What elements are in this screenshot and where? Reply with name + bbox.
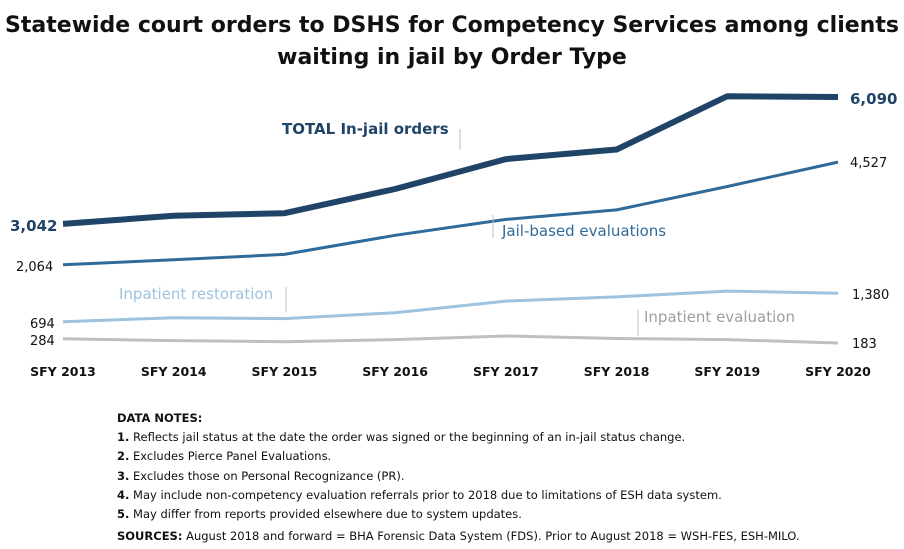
data-label-first: 694	[30, 317, 55, 332]
data-note-text: May include non-competency evaluation re…	[129, 487, 722, 502]
sources-label: SOURCES:	[117, 529, 183, 544]
data-note-2: 2. Excludes Pierce Panel Evaluations.	[117, 447, 800, 466]
data-note-number: 4.	[117, 487, 130, 502]
series-line-4	[62, 334, 839, 345]
series-name-label: Jail-based evaluations	[501, 222, 666, 240]
data-note-text: Excludes Pierce Panel Evaluations.	[129, 449, 332, 464]
series-line-2	[62, 160, 839, 267]
line-chart: TOTAL In-jail orders 3,042 6,090 Jail-based…	[10, 90, 897, 379]
chart-title-line-1: Statewide court orders to DSHS for Compe…	[5, 13, 899, 38]
data-label-last: 183	[852, 337, 877, 352]
series-name-label: TOTAL In-jail orders	[282, 120, 449, 138]
x-tick-label: SFY 2016	[362, 364, 428, 379]
data-note-number: 2.	[117, 449, 130, 464]
series-line-3	[62, 289, 839, 324]
x-tick-label: SFY 2015	[252, 364, 318, 379]
data-label-last: 4,527	[850, 156, 887, 171]
data-note-3: 3. Excludes those on Personal Recognizan…	[117, 467, 800, 486]
sources-line: SOURCES: August 2018 and forward = BHA F…	[117, 527, 800, 546]
data-note-number: 3.	[117, 468, 130, 483]
x-tick-label: SFY 2020	[805, 364, 871, 379]
data-note-text: Excludes those on Personal Recognizance …	[129, 468, 405, 483]
series-name-label: Inpatient evaluation	[644, 308, 795, 326]
data-note-number: 1.	[117, 430, 130, 445]
data-notes: DATA NOTES: 1. Reflects jail status at t…	[117, 409, 800, 546]
data-note-text: Reflects jail status at the date the ord…	[129, 430, 686, 445]
data-notes-header: DATA NOTES:	[117, 411, 203, 425]
x-tick-label: SFY 2013	[30, 364, 96, 379]
chart-title-line-2: waiting in jail by Order Type	[277, 45, 627, 70]
series-line-1	[62, 93, 839, 227]
data-label-first: 3,042	[10, 217, 57, 235]
data-note-1: 1. Reflects jail status at the date the …	[117, 428, 800, 447]
data-label-last: 1,380	[852, 288, 889, 303]
x-tick-label: SFY 2017	[473, 364, 539, 379]
chart-title: Statewide court orders to DSHS for Compe…	[0, 10, 904, 74]
data-note-4: 4. May include non-competency evaluation…	[117, 486, 800, 505]
data-note-number: 5.	[117, 507, 130, 522]
data-label-first: 284	[30, 334, 55, 349]
sources-text: August 2018 and forward = BHA Forensic D…	[182, 529, 800, 544]
data-note-text: May differ from reports provided elsewhe…	[129, 507, 522, 522]
data-note-5: 5. May differ from reports provided else…	[117, 505, 800, 524]
x-tick-label: SFY 2014	[141, 364, 207, 379]
x-tick-label: SFY 2019	[694, 364, 760, 379]
series-name-label: Inpatient restoration	[119, 285, 273, 303]
data-label-last: 6,090	[850, 90, 897, 108]
data-label-first: 2,064	[16, 260, 53, 275]
x-tick-label: SFY 2018	[584, 364, 650, 379]
